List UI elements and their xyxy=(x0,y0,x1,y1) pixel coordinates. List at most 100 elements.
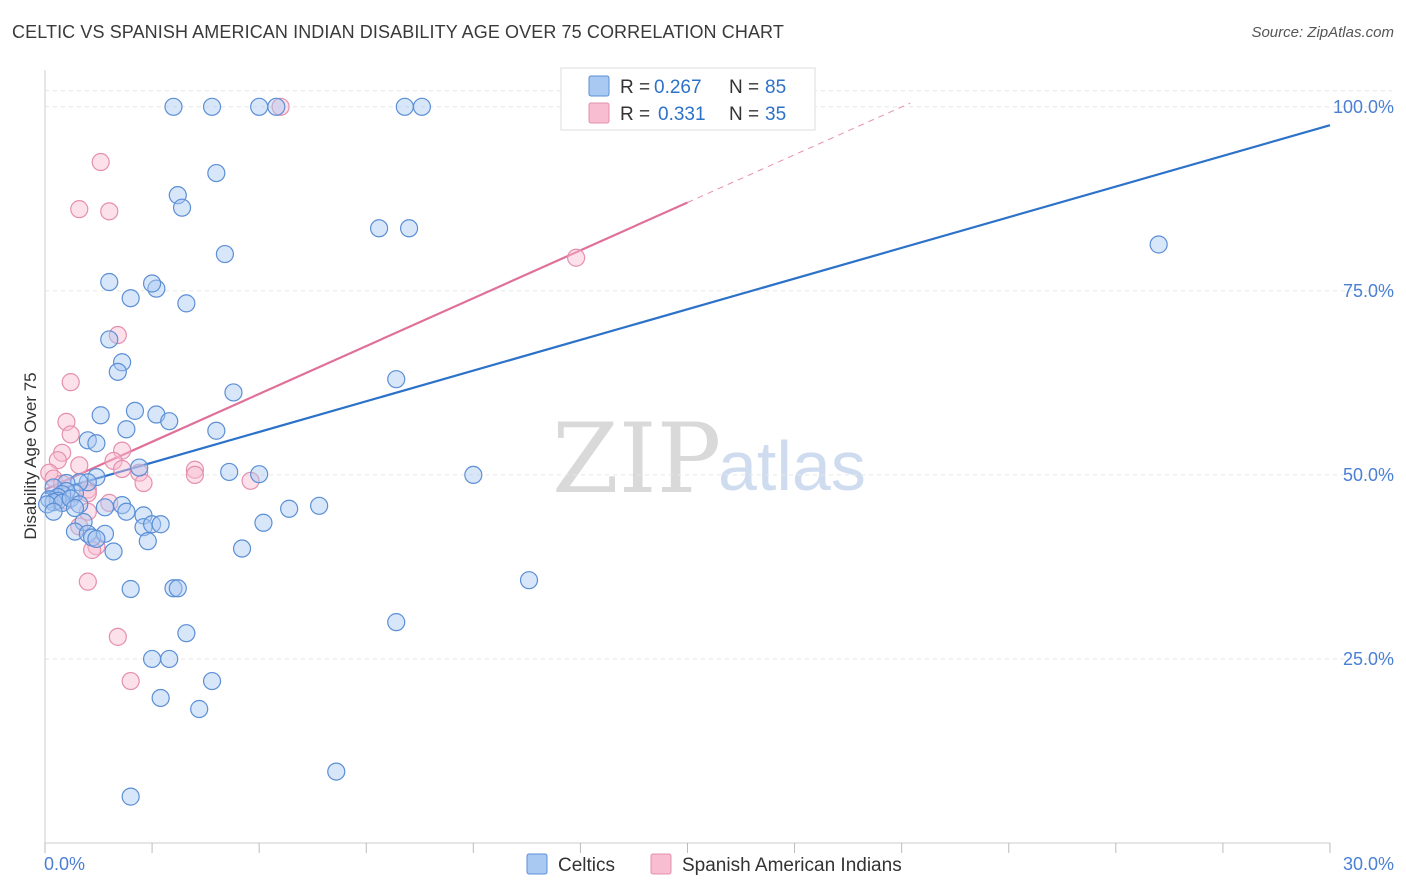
point-celtics xyxy=(172,198,192,217)
point-celtics xyxy=(117,502,136,521)
point-celtics xyxy=(87,468,106,487)
point-celtics xyxy=(250,465,269,484)
point-celtics xyxy=(202,97,222,116)
point-spanish-american-indians xyxy=(271,97,290,116)
point-celtics xyxy=(207,163,226,183)
point-celtics xyxy=(138,532,157,551)
point-celtics xyxy=(399,219,419,238)
point-celtics xyxy=(370,219,389,238)
point-celtics xyxy=(100,330,119,349)
watermark-zip: ZIP xyxy=(552,403,721,515)
point-celtics xyxy=(95,524,115,543)
point-celtics xyxy=(177,294,196,313)
point-celtics xyxy=(220,462,239,482)
bottom-legend-swatch-celtics xyxy=(526,853,548,875)
point-celtics xyxy=(160,649,179,669)
point-spanish-american-indians xyxy=(91,152,110,172)
x-tick-label-max: 30.0% xyxy=(1343,854,1394,874)
point-celtics xyxy=(207,421,226,440)
data-points xyxy=(38,97,1168,806)
point-celtics xyxy=(151,515,170,534)
stats-legend: R = 0.267 N = 85 R = 0.331 N = 35 xyxy=(560,67,816,131)
point-celtics xyxy=(151,688,170,708)
point-celtics xyxy=(108,362,127,381)
chart-title: CELTIC VS SPANISH AMERICAN INDIAN DISABI… xyxy=(12,22,784,42)
point-celtics xyxy=(267,97,286,116)
point-celtics xyxy=(91,406,110,425)
point-spanish-american-indians xyxy=(78,572,97,591)
legend-n-label-1: N = xyxy=(729,77,759,98)
point-celtics xyxy=(177,624,196,643)
watermark-atlas: atlas xyxy=(718,427,866,505)
x-tick-label-min: 0.0% xyxy=(44,854,85,874)
point-celtics xyxy=(121,579,140,599)
point-celtics xyxy=(121,787,140,806)
bottom-legend-label-spanish-american-indians: Spanish American Indians xyxy=(682,855,902,876)
point-celtics xyxy=(464,465,483,485)
point-celtics xyxy=(117,420,136,439)
legend-swatch-celtics xyxy=(588,75,610,97)
point-celtics xyxy=(519,571,539,590)
point-spanish-american-indians xyxy=(48,451,67,470)
point-celtics xyxy=(215,244,234,264)
point-celtics xyxy=(164,97,183,116)
point-celtics xyxy=(104,542,123,561)
legend-r-label-1: R = xyxy=(620,77,650,98)
point-spanish-american-indians xyxy=(108,627,127,646)
point-celtics xyxy=(70,473,89,492)
point-spanish-american-indians xyxy=(121,671,140,691)
point-spanish-american-indians xyxy=(61,425,80,444)
legend-r-label-2: R = xyxy=(620,104,650,125)
bottom-legend-swatch-spanish-american-indians xyxy=(650,853,672,875)
point-spanish-american-indians xyxy=(112,459,132,479)
gridlines xyxy=(45,90,1392,660)
point-celtics xyxy=(44,502,63,521)
bottom-legend-label-celtics: Celtics xyxy=(558,855,615,876)
point-spanish-american-indians xyxy=(185,465,205,485)
point-celtics xyxy=(38,495,57,514)
point-spanish-american-indians xyxy=(130,463,149,482)
point-celtics xyxy=(327,762,346,781)
point-celtics xyxy=(160,412,179,431)
point-celtics xyxy=(202,671,222,691)
point-celtics xyxy=(87,434,106,453)
point-celtics xyxy=(164,579,183,598)
trend-line-extension-spanish-american-indians xyxy=(687,102,911,203)
trend-line-celtics xyxy=(44,124,1331,495)
legend-r-value-2: 0.331 xyxy=(658,104,706,125)
legend-r-value-1: 0.267 xyxy=(654,77,702,98)
point-celtics xyxy=(232,539,252,558)
point-spanish-american-indians xyxy=(185,460,205,479)
y-tick-label: 75.0% xyxy=(1343,281,1394,301)
point-spanish-american-indians xyxy=(70,456,89,475)
point-spanish-american-indians xyxy=(567,248,586,267)
point-spanish-american-indians xyxy=(134,473,153,493)
point-spanish-american-indians xyxy=(108,325,127,345)
point-celtics xyxy=(168,579,187,598)
point-celtics xyxy=(190,699,209,719)
y-tick-label: 50.0% xyxy=(1343,465,1394,485)
point-celtics xyxy=(142,274,162,293)
point-celtics xyxy=(254,513,273,532)
point-celtics xyxy=(395,97,414,116)
point-celtics xyxy=(412,97,432,116)
legend-n-label-2: N = xyxy=(729,104,759,125)
legend-n-value-1: 85 xyxy=(765,77,786,98)
y-axis-label: Disability Age Over 75 xyxy=(21,372,40,539)
point-celtics xyxy=(125,401,145,420)
point-celtics xyxy=(224,383,243,402)
point-celtics xyxy=(387,613,406,632)
point-celtics xyxy=(387,370,406,389)
legend-n-value-2: 35 xyxy=(765,104,786,125)
point-celtics xyxy=(310,496,329,515)
point-celtics xyxy=(100,272,119,292)
point-spanish-american-indians xyxy=(100,202,119,221)
point-celtics xyxy=(1149,235,1168,254)
point-celtics xyxy=(130,458,149,477)
point-celtics xyxy=(142,649,162,669)
legend-swatch-spanish-american-indians xyxy=(588,102,610,124)
point-celtics xyxy=(250,97,269,116)
y-tick-label: 100.0% xyxy=(1333,97,1394,117)
bottom-legend: Celtics Spanish American Indians xyxy=(526,853,902,876)
